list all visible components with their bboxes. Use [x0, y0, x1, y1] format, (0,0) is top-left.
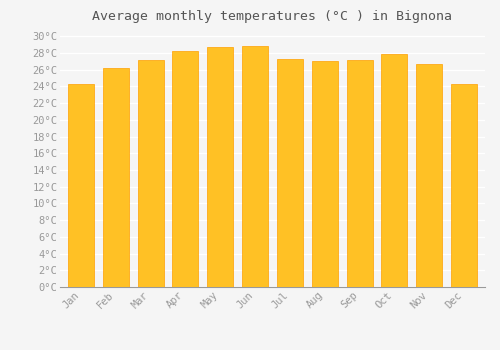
- Bar: [172, 51, 199, 287]
- Bar: [416, 64, 442, 287]
- Bar: [242, 47, 268, 287]
- Bar: [68, 84, 94, 287]
- Bar: [382, 54, 407, 287]
- Bar: [207, 47, 234, 287]
- Bar: [138, 60, 164, 287]
- Bar: [451, 84, 477, 287]
- Bar: [346, 60, 372, 287]
- Title: Average monthly temperatures (°C ) in Bignona: Average monthly temperatures (°C ) in Bi…: [92, 10, 452, 23]
- Bar: [277, 59, 303, 287]
- Bar: [102, 68, 129, 287]
- Bar: [312, 61, 338, 287]
